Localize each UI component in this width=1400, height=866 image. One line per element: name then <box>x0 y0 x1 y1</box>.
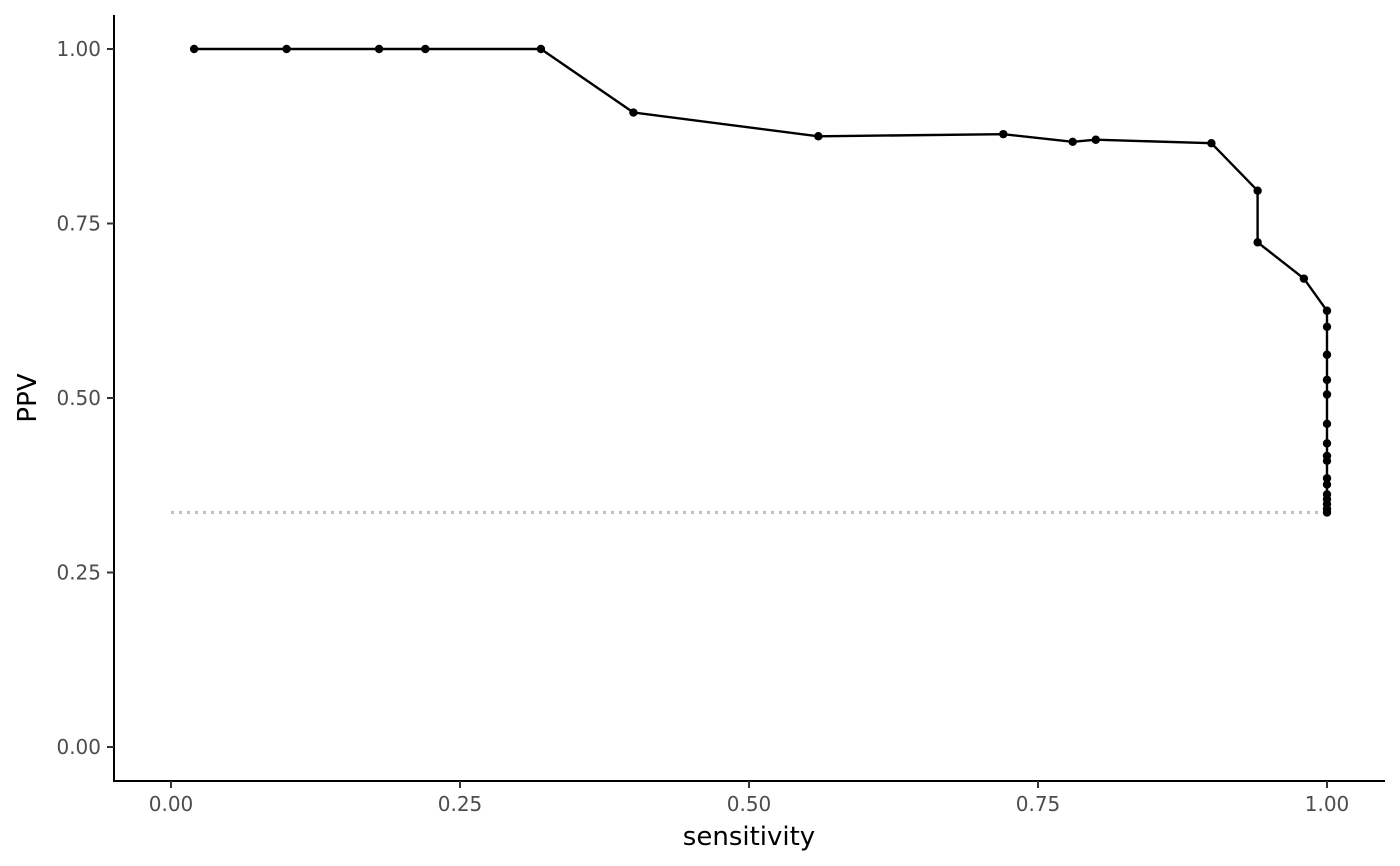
data-point <box>536 44 546 54</box>
x-ticks-layer: 0.00 0.25 0.50 0.75 1.00 <box>149 781 1350 816</box>
data-point <box>1253 186 1262 195</box>
x-tick-label: 0.50 <box>727 792 772 816</box>
y-tick-label: 1.00 <box>56 37 101 61</box>
x-tick-label: 0.00 <box>149 792 194 816</box>
data-point <box>1299 274 1309 283</box>
data-point <box>421 44 430 54</box>
x-axis-title: sensitivity <box>683 822 815 852</box>
y-ticks-layer: 0.00 0.25 0.50 0.75 1.00 <box>56 37 114 759</box>
data-points-layer <box>189 44 1332 517</box>
data-point <box>1322 508 1332 517</box>
data-point <box>1207 139 1216 148</box>
series-line <box>194 47 1329 513</box>
x-tick-label: 0.75 <box>1016 792 1061 816</box>
data-point <box>629 108 638 117</box>
y-tick-label: 0.25 <box>56 561 101 585</box>
y-tick-label: 0.00 <box>56 735 101 759</box>
data-point <box>1322 474 1332 483</box>
x-tick-label: 1.00 <box>1305 792 1350 816</box>
data-point <box>999 129 1008 139</box>
data-point <box>1322 419 1332 429</box>
data-point <box>1322 322 1332 332</box>
x-tick-label: 0.25 <box>438 792 483 816</box>
data-point <box>814 132 823 141</box>
data-point <box>1322 306 1332 315</box>
data-point <box>1322 390 1332 399</box>
data-point <box>282 44 291 54</box>
data-point <box>1253 238 1262 247</box>
data-point <box>1322 480 1332 489</box>
data-point <box>1068 137 1077 147</box>
data-point <box>374 44 384 54</box>
data-point <box>1322 375 1332 385</box>
data-point <box>1091 135 1101 144</box>
axes-layer <box>113 15 1385 782</box>
data-point <box>1322 350 1332 359</box>
y-tick-label: 0.50 <box>56 386 101 410</box>
y-axis-title: PPV <box>13 373 43 422</box>
data-point <box>189 44 199 54</box>
data-point <box>1322 456 1332 466</box>
data-point <box>1322 439 1332 448</box>
y-tick-label: 0.75 <box>56 212 101 236</box>
series-line-layer <box>194 47 1329 513</box>
